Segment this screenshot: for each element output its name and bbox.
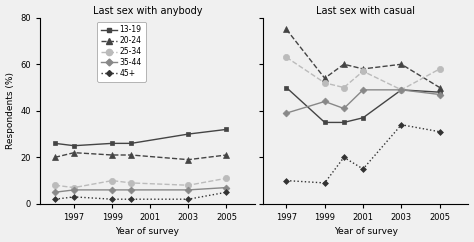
X-axis label: Year of survey: Year of survey <box>334 227 398 236</box>
X-axis label: Year of survey: Year of survey <box>115 227 180 236</box>
Y-axis label: Respondents (%): Respondents (%) <box>6 72 15 149</box>
Legend: 13-19, 20-24, 25-34, 35-44, 45+: 13-19, 20-24, 25-34, 35-44, 45+ <box>98 22 146 82</box>
Title: Last sex with casual: Last sex with casual <box>317 6 415 15</box>
Title: Last sex with anybody: Last sex with anybody <box>92 6 202 15</box>
